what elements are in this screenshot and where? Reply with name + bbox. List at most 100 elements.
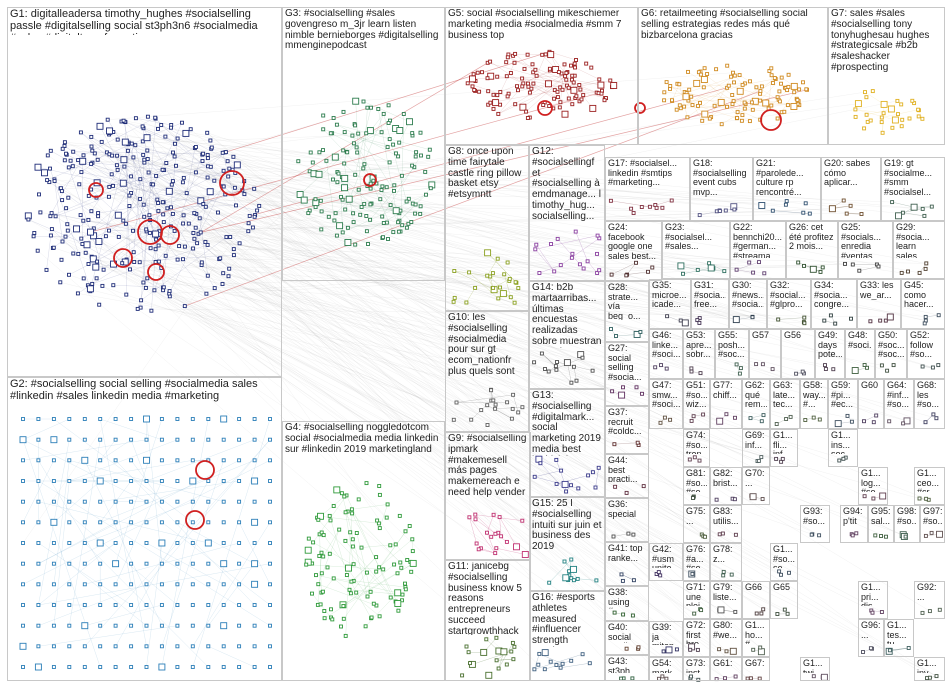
node-g1 [161, 285, 166, 290]
node-g1 [231, 247, 236, 252]
node-g2 [36, 561, 41, 566]
node-g4 [339, 491, 344, 496]
edge [739, 74, 781, 102]
group-label-g1: G1: digitalleadersa timothy_hughes #soci… [10, 9, 258, 35]
node-g2 [175, 437, 180, 442]
node-g3 [409, 220, 414, 224]
edge [84, 501, 193, 544]
node-g1 [246, 221, 251, 226]
edge [69, 439, 101, 626]
node-g5 [512, 60, 517, 65]
cross-edge [210, 166, 692, 422]
cross-edge [223, 186, 598, 236]
node-g3 [333, 211, 338, 216]
node-g2 [159, 437, 164, 442]
edge [595, 467, 599, 488]
node-g4 [368, 589, 373, 594]
group-label-g57: G57 [752, 331, 770, 340]
node-g7 [879, 115, 884, 120]
node-g3 [400, 223, 405, 228]
cross-edge [206, 263, 846, 294]
cross-edge [117, 155, 810, 214]
node-g2 [190, 417, 195, 421]
edge [126, 144, 129, 295]
node-g5 [561, 110, 569, 118]
node-g2 [237, 479, 242, 483]
node-g2 [129, 561, 134, 566]
group-label-g39: G39: ja miten asiant... saada... [652, 623, 674, 645]
edge [38, 460, 240, 564]
node-g2 [21, 623, 25, 628]
node-g6 [742, 106, 747, 111]
node-g2 [21, 582, 25, 587]
node-g1 [114, 163, 119, 168]
node-g3 [331, 116, 336, 120]
edge [575, 231, 588, 262]
node-g2 [175, 582, 180, 587]
node-g1 [154, 173, 159, 178]
node-g2 [51, 499, 56, 504]
edge [539, 264, 561, 274]
node-g1 [60, 239, 65, 244]
node-g1 [212, 286, 217, 291]
node-g6 [735, 116, 740, 120]
node-g3 [336, 171, 341, 176]
node-g1 [75, 291, 80, 296]
edge [67, 230, 92, 257]
node-g1 [216, 210, 220, 215]
node-g1 [182, 244, 187, 249]
node-g2 [159, 603, 164, 607]
node-g4 [354, 531, 359, 535]
node-g6 [732, 73, 737, 78]
node-g2 [221, 541, 226, 545]
node-g5 [516, 88, 520, 93]
node-g1 [64, 151, 68, 156]
node-g6 [664, 80, 669, 85]
node-g2 [252, 623, 257, 628]
edge [329, 515, 348, 576]
edge [98, 159, 145, 242]
node-g5 [558, 100, 563, 105]
edge [544, 663, 563, 670]
node-g2 [251, 560, 259, 568]
node-g1 [122, 164, 127, 169]
node-g5 [471, 72, 476, 77]
node-g1 [127, 204, 132, 208]
node-g2 [237, 458, 242, 463]
node-g5 [524, 109, 529, 114]
node-g2 [50, 436, 58, 444]
node-g1 [227, 166, 232, 171]
node-g3 [361, 166, 366, 171]
group-label-g47: G47: smw... #soci... [652, 381, 680, 410]
group-label-g83: G83: utilis... [713, 507, 739, 526]
cross-edge [237, 164, 748, 679]
edge [925, 314, 939, 318]
group-label-g51: G51: #so... wiz... [686, 381, 707, 410]
node-g6 [701, 85, 706, 90]
group-label-g18: G18: #socialselling event cubs mvp... [693, 159, 750, 198]
node-g2 [268, 541, 272, 545]
edge [53, 219, 89, 248]
node-g4 [318, 602, 323, 607]
node-g6 [668, 84, 673, 88]
node-g1 [116, 234, 121, 239]
edge [69, 563, 147, 626]
node-g1 [143, 134, 151, 142]
node-g1 [87, 228, 94, 236]
node-g2 [143, 415, 150, 423]
node-g5 [547, 104, 552, 108]
edge [500, 69, 556, 93]
node-g1 [147, 213, 152, 218]
node-g3 [406, 196, 411, 201]
node-g3 [381, 235, 385, 240]
edge [613, 533, 629, 537]
cross-edge [102, 285, 691, 679]
node-g1 [127, 193, 132, 198]
node-g1 [95, 238, 103, 245]
cross-edge [158, 202, 758, 462]
node-g1 [186, 221, 191, 226]
node-g5 [545, 80, 552, 88]
node-g4 [396, 608, 401, 613]
node-g1 [160, 167, 165, 172]
